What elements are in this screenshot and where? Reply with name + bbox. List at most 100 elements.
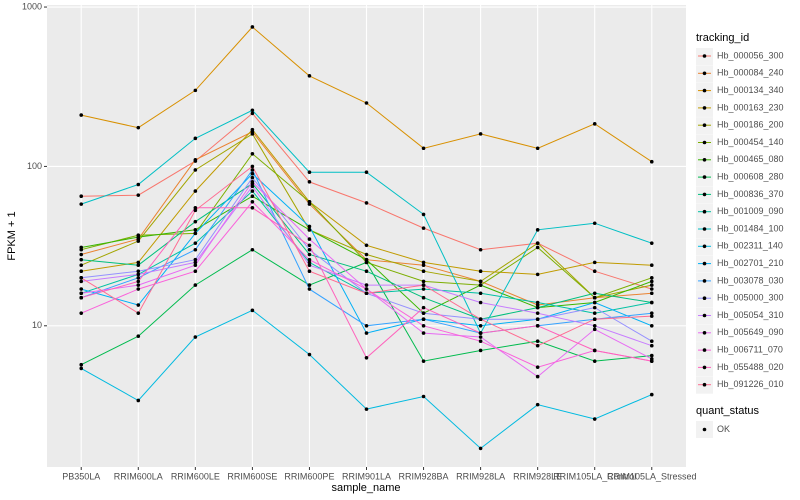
legend-label: Hb_002701_210 bbox=[717, 258, 784, 268]
legend-dot bbox=[702, 71, 707, 76]
data-point bbox=[478, 323, 483, 328]
legend-label: Hb_055488_020 bbox=[717, 362, 784, 372]
legend-label: Hb_001484_100 bbox=[717, 223, 784, 233]
data-point bbox=[421, 226, 426, 230]
data-point bbox=[193, 231, 198, 236]
data-point bbox=[79, 202, 84, 206]
data-point bbox=[250, 180, 255, 184]
data-point bbox=[307, 257, 312, 262]
data-point bbox=[592, 327, 597, 332]
legend-dot bbox=[702, 244, 707, 249]
data-point bbox=[250, 171, 255, 176]
legend-dot bbox=[702, 382, 707, 387]
legend-dot bbox=[702, 192, 707, 197]
data-point bbox=[535, 146, 540, 151]
data-point bbox=[250, 164, 255, 169]
data-point bbox=[193, 168, 198, 172]
data-point bbox=[193, 260, 198, 265]
data-point bbox=[421, 394, 426, 399]
data-point bbox=[250, 111, 255, 116]
data-point bbox=[592, 359, 597, 363]
data-point bbox=[193, 257, 198, 262]
x-tick-label: RRIM600LE bbox=[171, 471, 220, 481]
legend-dot bbox=[702, 313, 707, 318]
data-point bbox=[307, 252, 312, 257]
data-point bbox=[250, 151, 255, 156]
data-point bbox=[592, 295, 597, 300]
data-point bbox=[250, 184, 255, 189]
x-tick-label: RRIM928LE bbox=[513, 471, 562, 481]
data-point bbox=[535, 402, 540, 407]
legend-dot bbox=[702, 54, 707, 58]
data-point bbox=[250, 132, 255, 136]
data-point bbox=[649, 283, 654, 287]
data-point bbox=[478, 247, 483, 252]
data-point bbox=[193, 88, 198, 93]
data-point bbox=[307, 237, 312, 241]
data-point bbox=[193, 136, 198, 141]
data-point bbox=[79, 257, 84, 262]
data-point bbox=[421, 263, 426, 267]
data-point bbox=[136, 303, 141, 307]
data-point bbox=[478, 317, 483, 321]
data-point bbox=[364, 170, 369, 174]
data-point bbox=[307, 180, 312, 184]
data-point bbox=[307, 199, 312, 204]
data-point bbox=[136, 235, 141, 239]
data-point bbox=[193, 283, 198, 287]
legend-dot bbox=[702, 88, 707, 93]
data-point bbox=[79, 245, 84, 250]
data-point bbox=[250, 199, 255, 204]
data-point bbox=[649, 287, 654, 291]
x-tick-label: RRIM901LA bbox=[342, 471, 391, 481]
data-point bbox=[250, 247, 255, 252]
data-point bbox=[364, 269, 369, 274]
legend-title: tracking_id bbox=[696, 32, 749, 44]
data-point bbox=[592, 221, 597, 226]
data-point bbox=[421, 269, 426, 274]
data-point bbox=[478, 348, 483, 353]
data-point bbox=[592, 122, 597, 126]
x-tick-label: RRIM600PE bbox=[284, 471, 334, 481]
data-point bbox=[592, 305, 597, 310]
data-point bbox=[535, 339, 540, 344]
data-point bbox=[136, 125, 141, 130]
data-point bbox=[649, 353, 654, 358]
data-point bbox=[193, 228, 198, 232]
y-tick-label: 1000 bbox=[22, 1, 42, 11]
data-point bbox=[478, 446, 483, 451]
data-point bbox=[79, 366, 84, 371]
data-point bbox=[421, 323, 426, 328]
data-point bbox=[193, 205, 198, 210]
legend-label: OK bbox=[717, 424, 730, 434]
data-point bbox=[250, 205, 255, 210]
data-point bbox=[592, 417, 597, 421]
legend-label: Hb_000186_200 bbox=[717, 120, 784, 130]
data-point bbox=[193, 263, 198, 267]
data-point bbox=[79, 276, 84, 280]
data-point bbox=[421, 331, 426, 335]
data-point bbox=[79, 252, 84, 257]
data-point bbox=[421, 287, 426, 291]
data-point bbox=[307, 170, 312, 174]
data-point bbox=[421, 260, 426, 265]
data-point bbox=[136, 272, 141, 277]
data-point bbox=[478, 283, 483, 287]
data-point bbox=[364, 283, 369, 287]
data-point bbox=[649, 392, 654, 397]
data-point bbox=[478, 331, 483, 335]
data-point bbox=[421, 212, 426, 217]
data-point bbox=[478, 291, 483, 296]
data-point bbox=[136, 334, 141, 339]
data-point bbox=[592, 348, 597, 353]
data-point bbox=[79, 362, 84, 367]
data-point bbox=[535, 317, 540, 321]
data-point bbox=[250, 308, 255, 313]
data-point bbox=[592, 260, 597, 265]
data-point bbox=[535, 311, 540, 315]
data-point bbox=[478, 132, 483, 136]
data-point bbox=[478, 300, 483, 305]
data-point bbox=[307, 260, 312, 265]
data-point bbox=[193, 219, 198, 224]
